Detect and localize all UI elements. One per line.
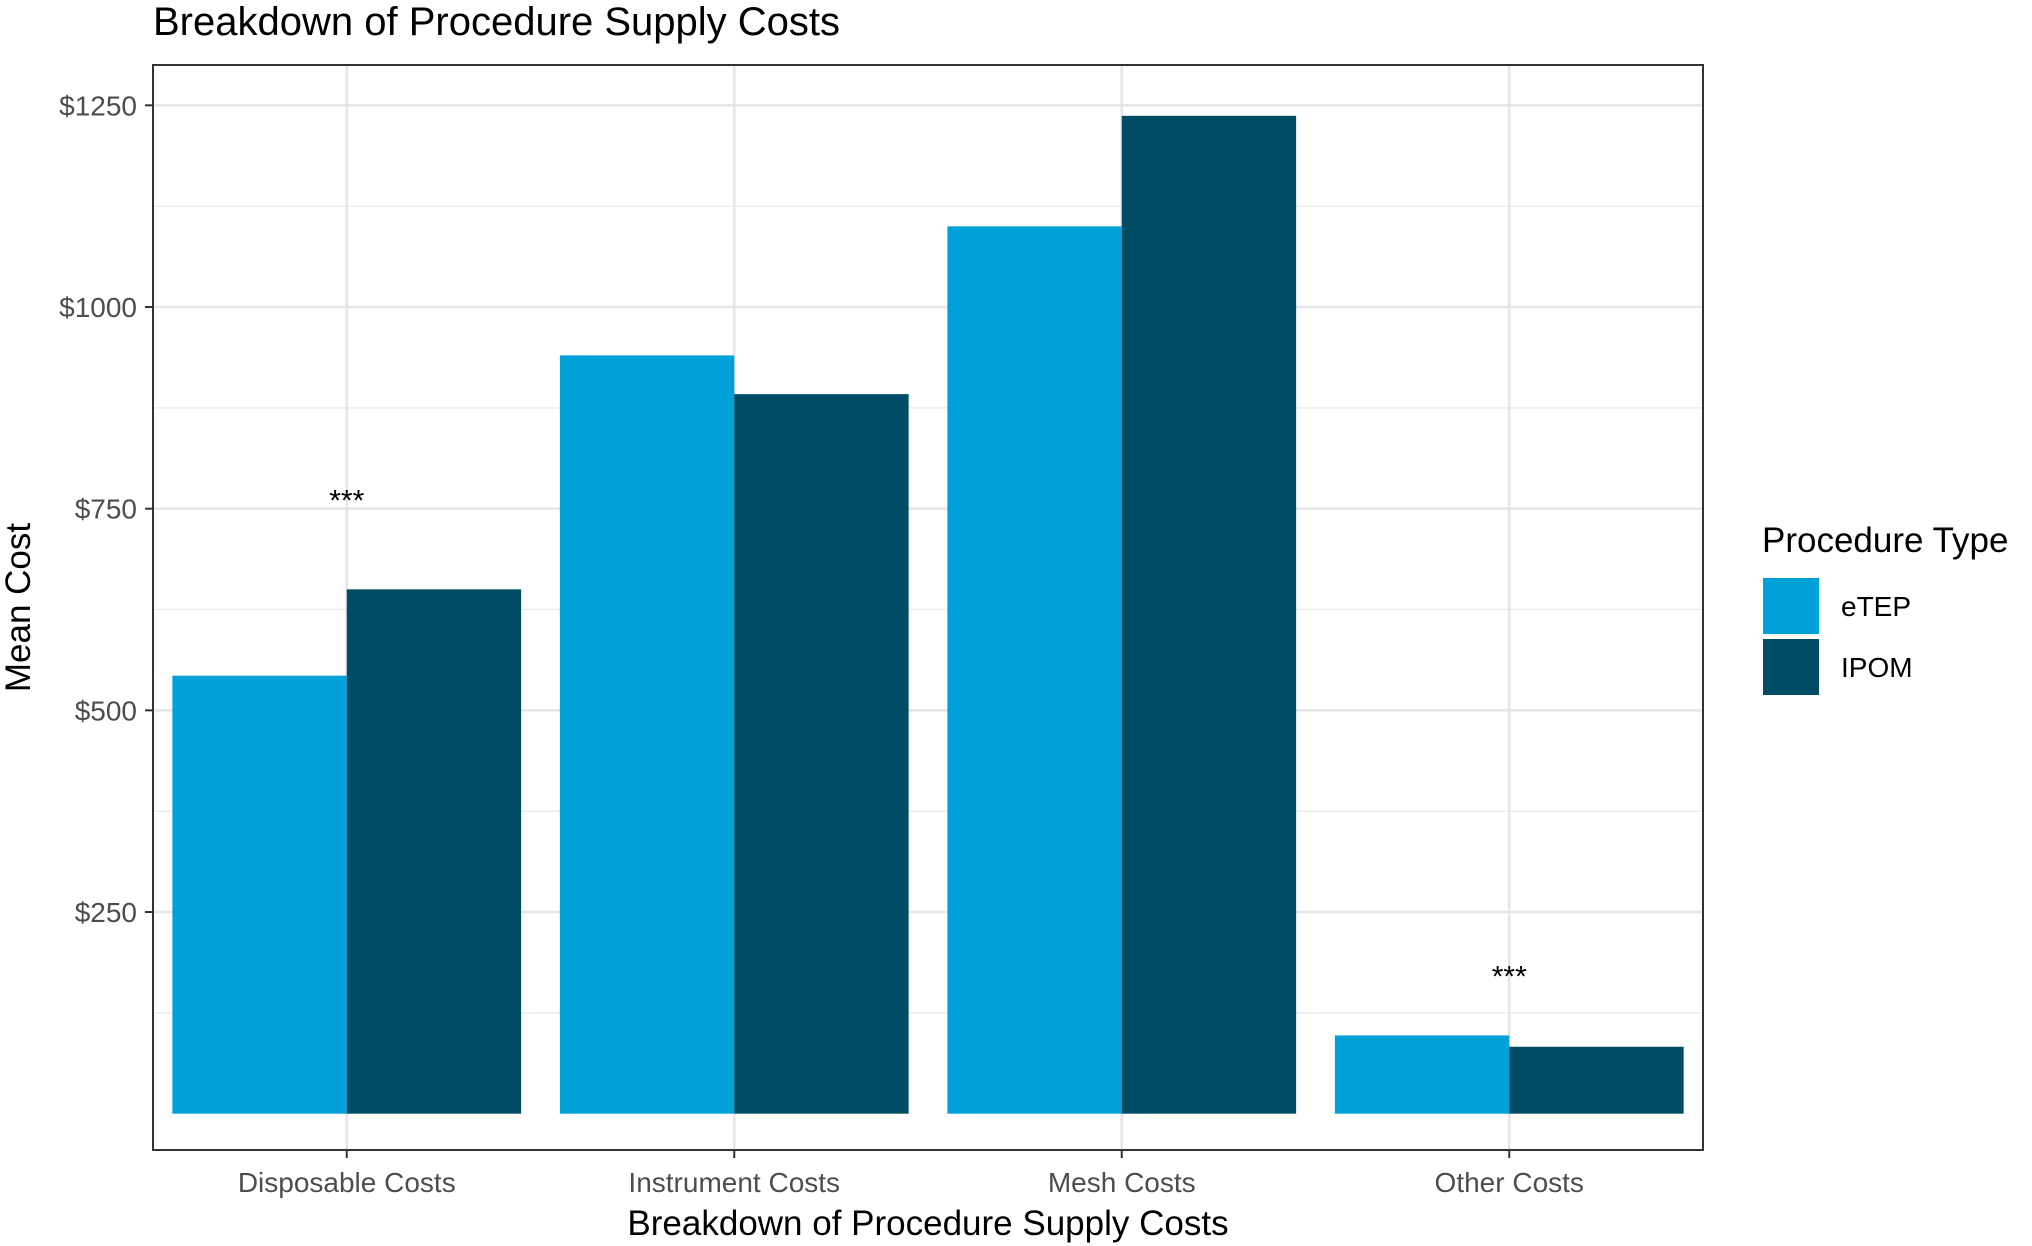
- x-tick-label: Disposable Costs: [238, 1167, 456, 1198]
- bar-etep-mesh-costs: [947, 226, 1122, 1114]
- chart-title: Breakdown of Procedure Supply Costs: [153, 0, 840, 44]
- significance-annotation: ***: [1492, 960, 1527, 993]
- legend-key-etep: [1763, 578, 1819, 634]
- y-axis: $250 $500 $750 $1000 $1250: [59, 90, 153, 928]
- legend-key-ipom: [1763, 639, 1819, 695]
- y-tick-label: $1250: [59, 90, 137, 121]
- legend: Procedure Type eTEP IPOM: [1762, 521, 2008, 695]
- x-tick-label: Mesh Costs: [1048, 1167, 1196, 1198]
- bar-ipom-disposable-costs: [346, 589, 522, 1114]
- y-tick-label: $750: [75, 494, 137, 525]
- legend-label-ipom: IPOM: [1841, 652, 1913, 683]
- x-tick-label: Instrument Costs: [628, 1167, 840, 1198]
- y-tick-label: $250: [75, 897, 137, 928]
- x-axis: Disposable Costs Instrument Costs Mesh Cos…: [238, 1150, 1584, 1198]
- bar-ipom-mesh-costs: [1121, 115, 1297, 1114]
- bar-etep-other-costs: [1334, 1035, 1510, 1114]
- significance-annotation: ***: [329, 485, 364, 518]
- bar-ipom-other-costs: [1509, 1046, 1684, 1114]
- y-axis-title: Mean Cost: [0, 523, 38, 693]
- legend-label-etep: eTEP: [1841, 591, 1911, 622]
- bar-etep-disposable-costs: [172, 675, 347, 1114]
- x-tick-label: Other Costs: [1435, 1167, 1584, 1198]
- plot-panel: *** ***: [152, 64, 1704, 1151]
- y-tick-label: $500: [75, 695, 137, 726]
- bar-etep-instrument-costs: [559, 355, 735, 1114]
- bar-ipom-instrument-costs: [734, 394, 909, 1114]
- panel-border: [152, 64, 1704, 1151]
- y-tick-label: $1000: [59, 292, 137, 323]
- legend-title: Procedure Type: [1762, 521, 2008, 560]
- x-axis-title: Breakdown of Procedure Supply Costs: [627, 1204, 1228, 1243]
